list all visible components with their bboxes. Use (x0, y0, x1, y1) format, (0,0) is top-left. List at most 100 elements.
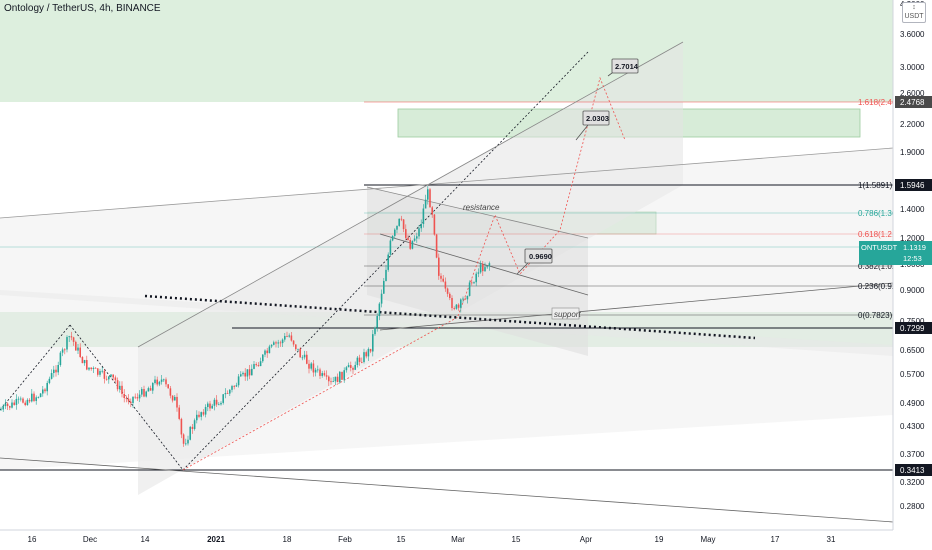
time-tick-label: May (700, 535, 715, 544)
candle-body (453, 308, 455, 309)
candle-body (365, 352, 367, 357)
time-tick-label: Apr (580, 535, 593, 544)
candle-body (130, 401, 132, 403)
candle-body (488, 263, 491, 267)
candle-body (15, 398, 18, 405)
svg-text:0.786(1.365: 0.786(1.365 (858, 209, 901, 218)
candle-body (81, 357, 84, 364)
candle-body (158, 381, 161, 385)
candle-body (226, 393, 229, 394)
candle-body (244, 372, 246, 377)
price-tick-label: 0.4300 (900, 422, 925, 431)
candle-body (464, 298, 466, 300)
candle-body (165, 379, 167, 385)
candle-body (409, 240, 411, 249)
candle-body (92, 367, 95, 370)
candle-body (462, 298, 464, 300)
candle-body (180, 418, 183, 435)
candle-body (277, 342, 279, 344)
candle-body (398, 218, 400, 226)
candle-body (189, 426, 191, 440)
candle-body (482, 264, 484, 272)
candle-body (222, 394, 224, 403)
candle-body (235, 385, 238, 387)
candle-body (457, 304, 460, 308)
candle-body (53, 369, 55, 374)
svg-text:1.618(2.462: 1.618(2.462 (858, 98, 901, 107)
candle-body (389, 240, 392, 255)
svg-text:2.4768: 2.4768 (900, 98, 925, 107)
candle-body (61, 349, 64, 353)
candle-body (372, 334, 374, 352)
candle-body (24, 402, 26, 406)
time-tick-label: Dec (83, 535, 97, 544)
candle-body (196, 414, 198, 421)
candle-body (167, 384, 169, 389)
candle-body (237, 376, 240, 386)
time-tick-label: Feb (338, 535, 352, 544)
svg-text:0.7299: 0.7299 (900, 324, 925, 333)
candle-body (240, 374, 242, 377)
candle-body (460, 299, 462, 308)
candle-body (479, 264, 482, 273)
candle-body (169, 388, 172, 396)
currency-badge[interactable]: ↕ USDT (902, 2, 926, 23)
candle-body (455, 304, 458, 309)
candle-body (182, 434, 185, 444)
time-axis-bg[interactable] (0, 530, 893, 550)
candle-body (376, 316, 378, 328)
resistance-label: resistance (463, 203, 500, 212)
candle-body (270, 344, 273, 347)
candle-body (200, 412, 202, 417)
candle-body (2, 406, 4, 410)
candle-body (484, 267, 486, 272)
candle-body (314, 369, 317, 373)
candle-body (55, 369, 57, 373)
candles (0, 186, 491, 447)
candle-body (191, 426, 194, 429)
candle-body (288, 335, 290, 337)
candle-body (352, 367, 354, 370)
candle-body (112, 374, 114, 378)
candle-body (220, 402, 222, 405)
candle-body (407, 237, 409, 241)
candle-body (306, 354, 308, 364)
candle-body (361, 361, 363, 363)
candle-body (253, 364, 255, 369)
svg-text:0(0.7823): 0(0.7823) (858, 311, 893, 320)
candle-body (468, 282, 471, 296)
candle-body (266, 350, 268, 354)
candle-body (178, 407, 180, 419)
candle-body (176, 396, 178, 408)
candle-body (284, 336, 286, 340)
candle-body (86, 360, 88, 370)
candle-body (424, 199, 427, 209)
candle-body (119, 385, 121, 390)
candle-body (268, 346, 271, 354)
candle-body (103, 370, 106, 379)
candle-body (116, 380, 119, 390)
current-countdown: 12:53 (903, 254, 922, 263)
candle-body (75, 341, 77, 351)
candle-body (207, 403, 209, 407)
candle-body (6, 403, 9, 407)
candle-body (466, 295, 469, 300)
candle-body (174, 396, 176, 401)
candle-body (297, 348, 299, 350)
candle-body (246, 369, 249, 377)
svg-text:0.236(0.924: 0.236(0.924 (858, 282, 901, 291)
time-tick-label: 17 (771, 535, 780, 544)
candle-body (341, 371, 343, 380)
time-tick-label: 14 (141, 535, 150, 544)
fib-labels: 1.618(2.462 1(1.5891) 0.786(1.365 0.618(… (858, 98, 901, 320)
candle-body (328, 376, 330, 382)
candle-body (66, 337, 68, 350)
candle-body (20, 398, 22, 400)
candle-body (354, 364, 356, 370)
currency-label: USDT (904, 13, 924, 20)
candle-body (473, 282, 475, 284)
candle-body (125, 397, 128, 399)
price-tick-label: 1.4000 (900, 205, 925, 214)
chart-title: Ontology / TetherUS, 4h, BINANCE (4, 3, 161, 14)
